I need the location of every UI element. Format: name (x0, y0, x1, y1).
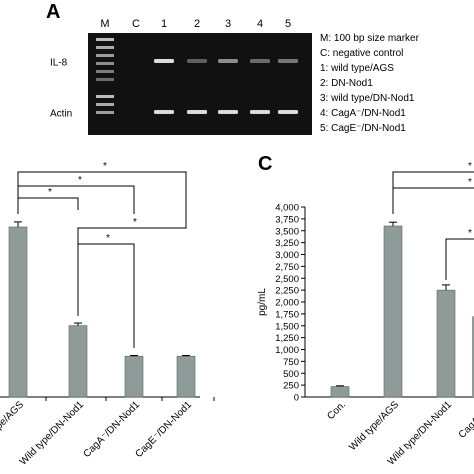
panel-c-y-tick-label: 2,500 (275, 274, 299, 285)
panel-b-significance-star: * (48, 187, 52, 198)
panel-c-y-tick-label: 2,250 (275, 286, 299, 297)
panel-b-category-label: CagE⁻/DN-Nod1 (133, 399, 194, 460)
panel-c-significance-star: * (468, 228, 472, 239)
gel-legend-line: 1: wild type/AGS (320, 63, 394, 74)
panel-c-bar-1 (383, 225, 403, 398)
panel-c-y-tick-label: 500 (283, 369, 299, 380)
lane-label-M: M (100, 18, 109, 30)
lane-label-5: 5 (285, 18, 291, 30)
gel-band (278, 110, 298, 114)
panel-c-y-tick-label: 3,750 (275, 214, 299, 225)
ladder-band (96, 38, 114, 41)
panel-letter-c: C (258, 153, 272, 175)
ladder-band (96, 111, 114, 114)
ladder-band (96, 103, 114, 106)
panel-c-significance-bracket (445, 238, 474, 280)
gel-row-label-il-8: IL-8 (50, 58, 68, 69)
panel-b-bar-1 (68, 325, 88, 398)
gel-legend-line: 3: wild type/DN-Nod1 (320, 93, 415, 104)
panel-c-y-tick-label: 3,250 (275, 238, 299, 249)
panel-c-category-label: CagA⁻/DN (457, 399, 474, 440)
gel-band (250, 110, 270, 114)
gel-legend-line: M: 100 bp size marker (320, 33, 419, 44)
panel-c-y-tick-label: 3,500 (275, 226, 299, 237)
gel-band (278, 59, 298, 63)
panel-b-bar-2 (124, 355, 144, 398)
panel-c-y-tick-label: 0 (294, 393, 299, 404)
ladder-band (96, 62, 114, 65)
ladder-band (96, 46, 114, 49)
panel-b-significance-bracket (17, 185, 135, 214)
panel-c-category-label: Wild type/AGS (347, 399, 401, 453)
gel-band (154, 110, 174, 114)
panel-c-bar-3 (472, 316, 474, 397)
panel-c-significance-star: * (468, 177, 472, 188)
gel-band (250, 59, 270, 63)
panel-c-y-tick-label: 2,750 (275, 262, 299, 273)
panel-b-significance-star: * (133, 217, 137, 228)
panel-c-y-tick-label: 1,750 (275, 309, 299, 320)
panel-b-significance-star: * (78, 175, 82, 186)
lane-label-3: 3 (225, 18, 231, 30)
gel-band (187, 59, 207, 63)
gel-band (218, 110, 238, 114)
ladder-band (96, 54, 114, 57)
lane-label-2: 2 (194, 18, 200, 30)
panel-b-significance-bracket (77, 243, 135, 348)
gel-band (218, 59, 238, 63)
panel-c-y-tick-label: 1,500 (275, 321, 299, 332)
panel-letter-a: A (46, 1, 60, 23)
ladder-band (96, 70, 114, 73)
lane-label-C: C (132, 18, 140, 30)
gel-row-label-actin: Actin (50, 109, 72, 120)
gel-legend-line: 2: DN-Nod1 (320, 78, 373, 89)
panel-c-significance-bracket (392, 171, 474, 214)
gel-band (154, 59, 174, 63)
panel-c-y-tick-label: 250 (283, 381, 299, 392)
gel-legend-line: C: negative control (320, 48, 404, 59)
panel-c-category-label: Con. (325, 399, 348, 422)
ladder-band (96, 95, 114, 98)
panel-b-significance-star: * (106, 233, 110, 244)
panel-c-y-tick-label: 750 (283, 357, 299, 368)
ladder-band (96, 78, 114, 81)
panel-b-bar-0 (8, 226, 28, 398)
gel-row-il-8 (88, 33, 312, 90)
gel-legend-line: 4: CagA⁻/DN-Nod1 (320, 108, 406, 119)
panel-c-y-tick-label: 3,000 (275, 250, 299, 261)
panel-b-category-label: Wild type/DN-Nod1 (18, 399, 87, 468)
panel-c-y-tick-label: 2,000 (275, 298, 299, 309)
lane-label-4: 4 (257, 18, 263, 30)
panel-b-significance-bracket (17, 197, 79, 214)
gel-legend-line: 5: CagE⁻/DN-Nod1 (320, 123, 406, 134)
panel-c-bar-2 (436, 289, 456, 398)
panel-b-category-label: pe/AGS (0, 399, 26, 432)
panel-b-category-label: CagA⁻/DN-Nod1 (81, 399, 142, 460)
panel-b-significance-star: * (103, 161, 107, 172)
panel-c-bar-0 (330, 386, 350, 398)
panel-c-y-axis-label: pg/mL (257, 288, 268, 316)
panel-b-bar-3 (176, 355, 196, 398)
panel-c-significance-bracket (392, 187, 474, 214)
panel-c-y-tick-label: 1,250 (275, 333, 299, 344)
panel-c-y-tick-label: 4,000 (275, 203, 299, 214)
panel-c-significance-star: * (468, 161, 472, 172)
panel-b-significance-bracket (17, 171, 187, 214)
panel-b-significance-bracket (77, 210, 187, 316)
gel-band (187, 110, 207, 114)
panel-c-y-tick-label: 1,000 (275, 345, 299, 356)
lane-label-1: 1 (161, 18, 167, 30)
